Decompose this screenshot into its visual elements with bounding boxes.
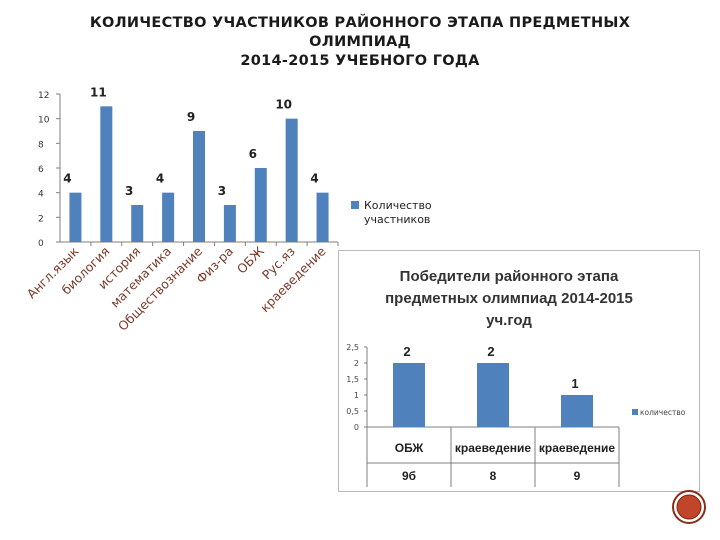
y-tick-label: 1,5 [346, 375, 359, 384]
legend-label: количество [640, 408, 686, 417]
y-tick-label: 6 [38, 165, 44, 175]
chart2-title-line: Победители районного этапа [400, 268, 619, 285]
bar [100, 106, 113, 242]
data-label: 10 [275, 98, 292, 112]
category-sublabel: 8 [490, 469, 497, 483]
y-tick-label: 8 [38, 140, 44, 150]
category-sublabel: 9 [574, 469, 581, 483]
y-tick-label: 10 [38, 116, 50, 126]
data-label: 3 [218, 184, 226, 198]
data-label: 1 [571, 376, 578, 391]
y-tick-label: 2,5 [346, 343, 359, 352]
y-tick-label: 0 [38, 239, 44, 249]
title-line-2: ОЛИМПИАД [309, 34, 411, 50]
y-tick-label: 2 [38, 214, 44, 224]
data-label: 4 [156, 172, 164, 186]
legend-swatch [351, 201, 359, 209]
bar [561, 395, 593, 427]
winners-chart-panel: Победители районного этапа предметных оли… [338, 250, 700, 492]
y-tick-label: 4 [38, 190, 44, 200]
chart2-title-line: предметных олимпиад 2014-2015 [385, 290, 633, 307]
bar [223, 205, 236, 242]
bar [131, 205, 144, 242]
y-tick-label: 12 [38, 91, 49, 101]
legend-label-line-2: участников [364, 213, 430, 226]
bar [316, 192, 329, 242]
y-tick-label: 0 [354, 423, 359, 432]
bar [393, 363, 425, 427]
bar [285, 118, 298, 242]
emblem-logo [672, 490, 706, 524]
data-label: 2 [403, 344, 410, 359]
data-label: 3 [125, 184, 133, 198]
y-tick-label: 0,5 [346, 407, 359, 416]
data-label: 9 [187, 110, 195, 124]
page-title: КОЛИЧЕСТВО УЧАСТНИКОВ РАЙОННОГО ЭТАПА ПР… [0, 14, 720, 71]
bar [477, 363, 509, 427]
bar [193, 131, 205, 242]
category-label: ОБЖ [395, 441, 424, 455]
data-label: 6 [249, 147, 257, 161]
emblem-inner-disc [676, 494, 702, 520]
data-label: 4 [310, 172, 318, 186]
data-label: 11 [90, 85, 107, 99]
y-tick-label: 2 [354, 359, 359, 368]
legend-swatch [632, 409, 638, 415]
winners-bar-chart: Победители районного этапа предметных оли… [346, 268, 686, 487]
y-tick-label: 1 [354, 391, 359, 400]
data-label: 4 [63, 172, 71, 186]
category-label: краеведение [539, 441, 615, 455]
title-line-1: КОЛИЧЕСТВО УЧАСТНИКОВ РАЙОННОГО ЭТАПА ПР… [89, 15, 631, 31]
category-label: краеведение [455, 441, 531, 455]
title-line-3: 2014-2015 УЧЕБНОГО ГОДА [240, 53, 480, 69]
legend-label-line-1: Количество [364, 199, 432, 212]
data-label: 2 [487, 344, 494, 359]
bar [69, 192, 82, 242]
bar [254, 168, 267, 242]
bar [162, 192, 175, 242]
chart2-title-line: уч.год [486, 312, 532, 329]
category-sublabel: 9б [402, 469, 416, 483]
